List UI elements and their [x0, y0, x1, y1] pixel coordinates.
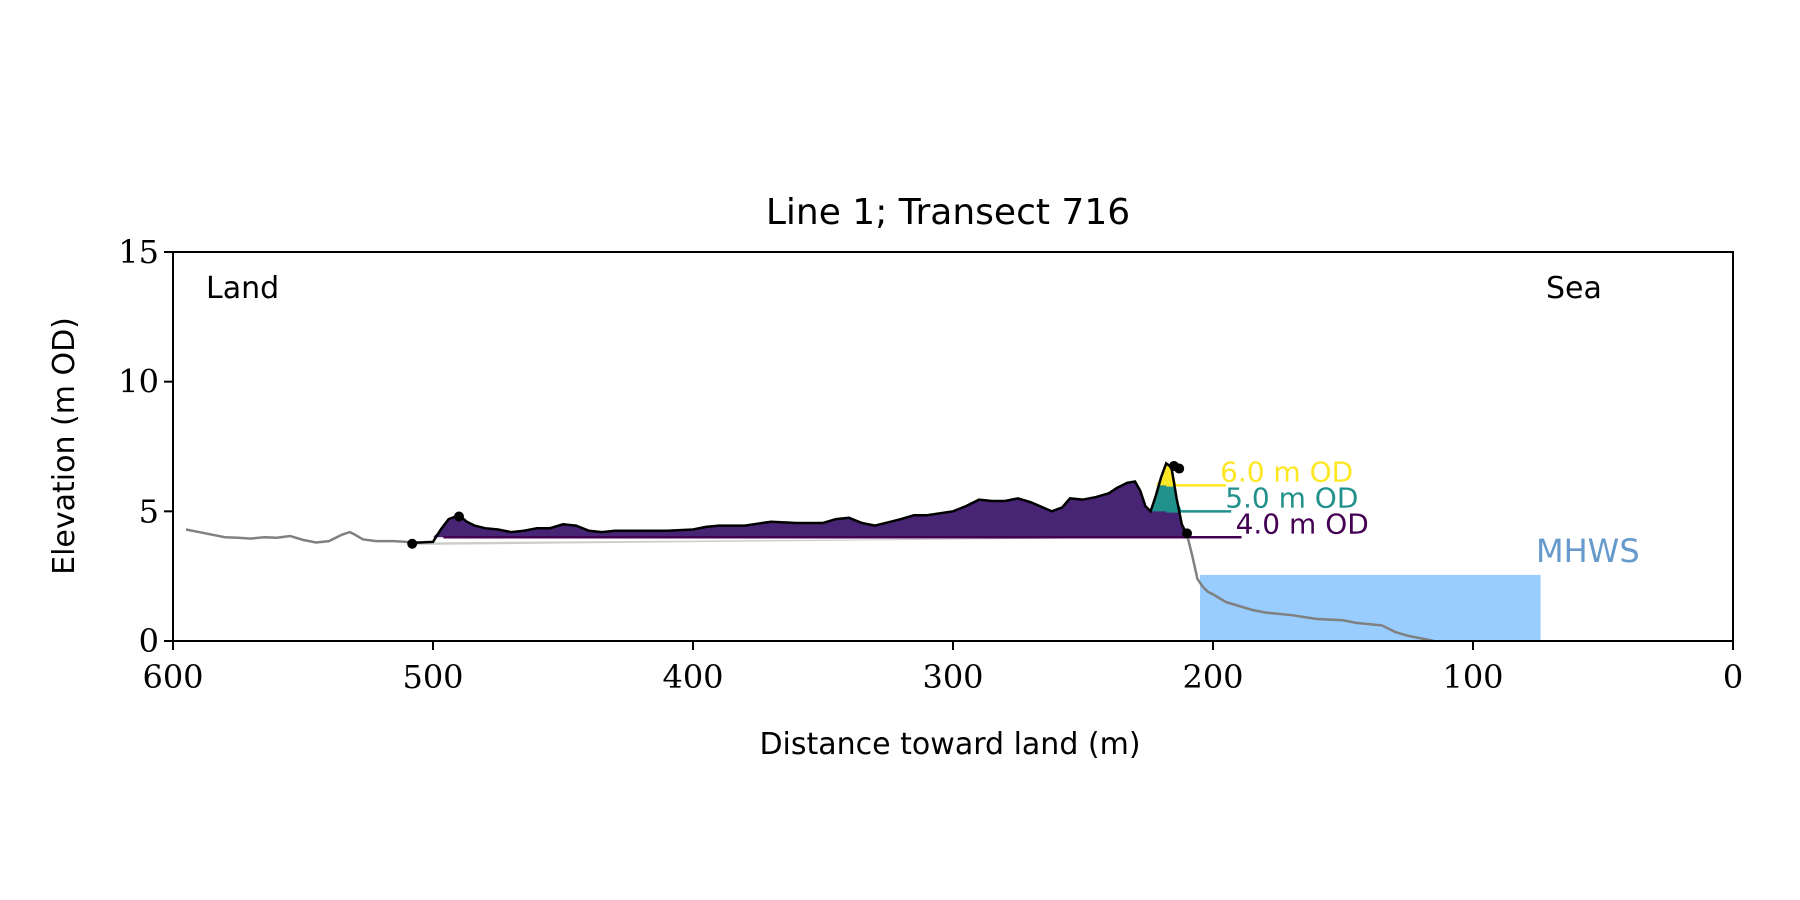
baseline-wedge	[412, 537, 1187, 546]
level-label: 4.0 m OD	[1236, 507, 1369, 540]
chart-title: Line 1; Transect 716	[766, 192, 1130, 233]
y-tick-label: 15	[118, 233, 159, 271]
x-tick-label: 600	[142, 658, 203, 696]
y-tick-label: 0	[139, 622, 159, 660]
dune-fill	[412, 463, 1187, 538]
profile-line	[1185, 534, 1435, 643]
x-tick-label: 400	[662, 658, 723, 696]
x-tick-label: 300	[922, 658, 983, 696]
level-label: 6.0 m OD	[1220, 455, 1353, 488]
mhws-annotation: MHWS	[1536, 532, 1640, 570]
x-tick-label: 0	[1723, 658, 1743, 696]
dune-outline	[412, 461, 1189, 544]
marker-point	[1174, 463, 1185, 474]
tick-layer: 600 500 400 300 200 100 0 0 5 10 15	[118, 233, 1743, 696]
x-tick-label: 100	[1442, 658, 1503, 696]
x-axis-label: Distance toward land (m)	[759, 727, 1140, 762]
land-annotation: Land	[206, 271, 279, 306]
plot-frame	[172, 251, 1734, 642]
mhws-band	[1200, 574, 1541, 641]
y-tick-label: 10	[118, 363, 159, 401]
sea-annotation: Sea	[1546, 271, 1602, 306]
marker-point	[1182, 528, 1192, 539]
marker-point	[454, 511, 464, 522]
fill-above-5m	[1150, 463, 1182, 512]
marker-layer	[407, 460, 1192, 549]
fill-layer	[412, 463, 1541, 641]
y-axis-label: Elevation (m OD)	[47, 317, 82, 575]
profile-line	[185, 528, 413, 544]
y-tick-label: 5	[139, 492, 159, 530]
marker-point	[407, 538, 418, 549]
x-tick-label: 500	[402, 658, 463, 696]
x-tick-label: 200	[1182, 658, 1243, 696]
level-label: 5.0 m OD	[1225, 481, 1358, 514]
line-layer: 6.0 m OD5.0 m OD4.0 m OD	[185, 455, 1435, 643]
